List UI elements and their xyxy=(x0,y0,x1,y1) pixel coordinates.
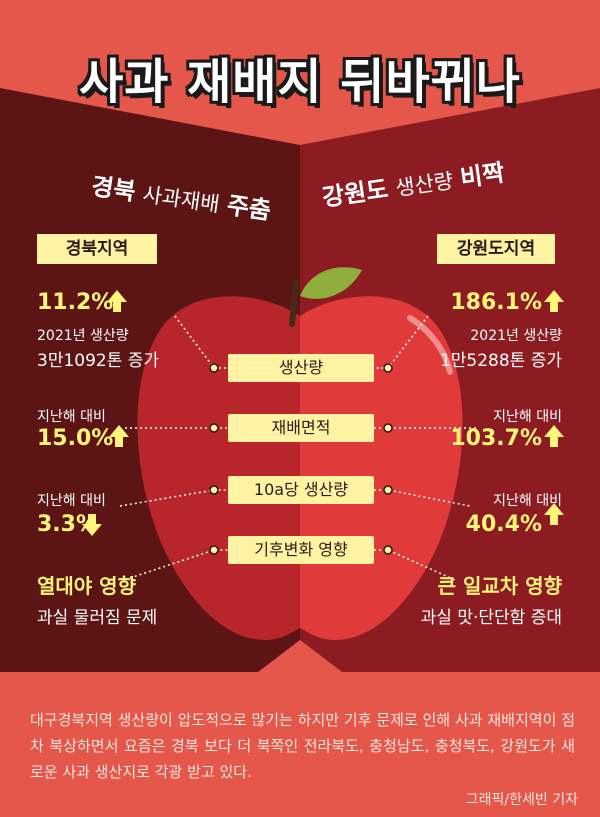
right-impact-desc: 과실 맛·단단함 증대 xyxy=(420,608,562,628)
right-yield-note: 지난해 대비 xyxy=(493,493,562,509)
center-label-production: 생산량 xyxy=(228,354,374,382)
region-label-gangwon: 강원도지역 xyxy=(437,234,555,264)
left-yield-note: 지난해 대비 xyxy=(37,493,106,509)
left-production-pct: 11.2% xyxy=(37,290,114,315)
credit-line: 그래픽/한세빈 기자 xyxy=(465,792,578,808)
right-production-amount: 1만5288톤 증가 xyxy=(439,351,562,371)
arrow-up-icon xyxy=(544,503,564,525)
arrow-up-icon xyxy=(544,290,564,312)
center-label-climate: 기후변화 영향 xyxy=(228,536,374,564)
right-area-pct: 103.7% xyxy=(450,426,542,451)
center-label-yield: 10a당 생산량 xyxy=(228,476,374,504)
left-yield-pct: 3.3% xyxy=(37,512,99,537)
left-production-amount: 3만1092톤 증가 xyxy=(37,351,160,371)
left-production-note: 2021년 생산량 xyxy=(37,328,129,344)
region-label-gyeongbuk: 경북지역 xyxy=(37,234,157,264)
leaf-icon xyxy=(300,267,362,299)
arrow-up-icon xyxy=(109,425,129,447)
right-area-note: 지난해 대비 xyxy=(493,409,562,425)
arrow-up-icon xyxy=(544,425,564,447)
arrow-down-icon xyxy=(82,514,102,536)
right-yield-pct: 40.4% xyxy=(465,512,542,537)
left-area-pct: 15.0% xyxy=(37,426,114,451)
page-title: 사과 재배지 뒤바뀌나 xyxy=(79,54,521,110)
right-production-pct: 186.1% xyxy=(450,290,542,315)
bottom-description: 대구경북지역 생산량이 압도적으로 많기는 하지만 기후 문제로 인해 사과 재… xyxy=(30,711,575,781)
arrow-up-icon xyxy=(107,290,127,312)
right-impact-title: 큰 일교차 영향 xyxy=(437,574,562,598)
left-impact-desc: 과실 물러짐 문제 xyxy=(37,608,158,628)
right-production-note: 2021년 생산량 xyxy=(470,328,562,344)
center-label-area: 재배면적 xyxy=(228,414,374,442)
left-impact-title: 열대야 영향 xyxy=(37,574,136,598)
apple-illustration xyxy=(137,267,463,640)
left-area-note: 지난해 대비 xyxy=(37,409,106,425)
